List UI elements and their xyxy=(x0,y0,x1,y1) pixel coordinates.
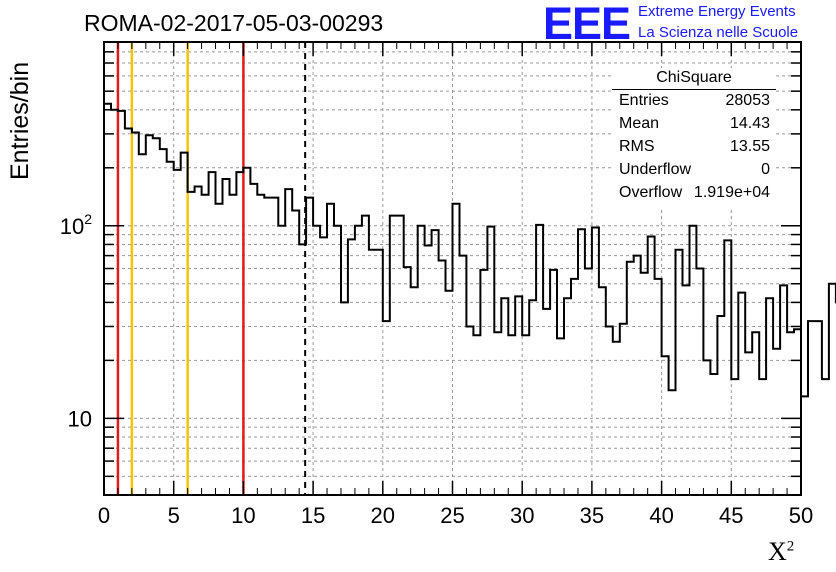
stats-row-underflow: Underflow 0 xyxy=(619,161,770,178)
axis-ticks xyxy=(103,41,802,496)
x-tick-label: 20 xyxy=(371,503,395,528)
x-tick-label: 25 xyxy=(440,503,464,528)
y-tick-label: 102 xyxy=(60,211,92,239)
logo-line-2: La Scienza nelle Scuole xyxy=(638,24,799,41)
y-axis-label: Entries/bin xyxy=(6,61,34,180)
histogram-series xyxy=(104,102,836,398)
stats-box: ChiSquare Entries 28053 Mean 14.43 RMS 13.5… xyxy=(612,68,776,210)
chart-title: ROMA-02-2017-05-03-00293 xyxy=(84,10,384,36)
x-tick-label: 0 xyxy=(98,503,110,528)
x-tick-label: 50 xyxy=(789,503,813,528)
stats-row-rms: RMS 13.55 xyxy=(619,138,770,155)
stats-row-mean: Mean 14.43 xyxy=(619,115,770,132)
x-tick-label: 35 xyxy=(580,503,604,528)
x-tick-label: 10 xyxy=(231,503,255,528)
stats-box-title: ChiSquare xyxy=(656,69,732,86)
marker-lines xyxy=(116,42,307,495)
x-tick-label: 5 xyxy=(168,503,180,528)
stats-row-overflow: Overflow 1.919e+04 xyxy=(619,184,770,201)
x-axis-label: X2 xyxy=(768,537,795,566)
x-tick-label: 40 xyxy=(649,503,673,528)
logo-line-1: Extreme Energy Events xyxy=(638,3,796,20)
axis-tick-labels: 0 5 10 15 20 25 30 35 40 45 50 10 102 xyxy=(60,211,814,528)
x-tick-label: 15 xyxy=(301,503,325,528)
x-tick-label: 30 xyxy=(510,503,534,528)
y-tick-label: 10 xyxy=(68,406,92,431)
x-tick-label: 45 xyxy=(719,503,743,528)
grid xyxy=(104,41,801,496)
eee-logo: EEE xyxy=(543,0,631,49)
stats-row-entries: Entries 28053 xyxy=(619,92,770,109)
